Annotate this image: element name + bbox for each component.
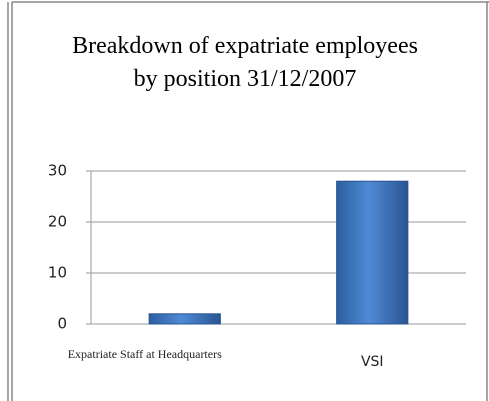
y-tick-label: 30 xyxy=(48,162,67,180)
x-tick-label: Expatriate Staff at Headquarters xyxy=(68,347,222,361)
bar xyxy=(336,180,409,325)
bar xyxy=(148,313,221,325)
y-tick-label: 10 xyxy=(48,264,67,282)
y-tick-label: 20 xyxy=(48,213,67,231)
chart-title: Breakdown of expatriate employees by pos… xyxy=(72,33,418,92)
x-tick-label: VSI xyxy=(361,354,384,370)
y-tick-label: 0 xyxy=(57,315,67,333)
